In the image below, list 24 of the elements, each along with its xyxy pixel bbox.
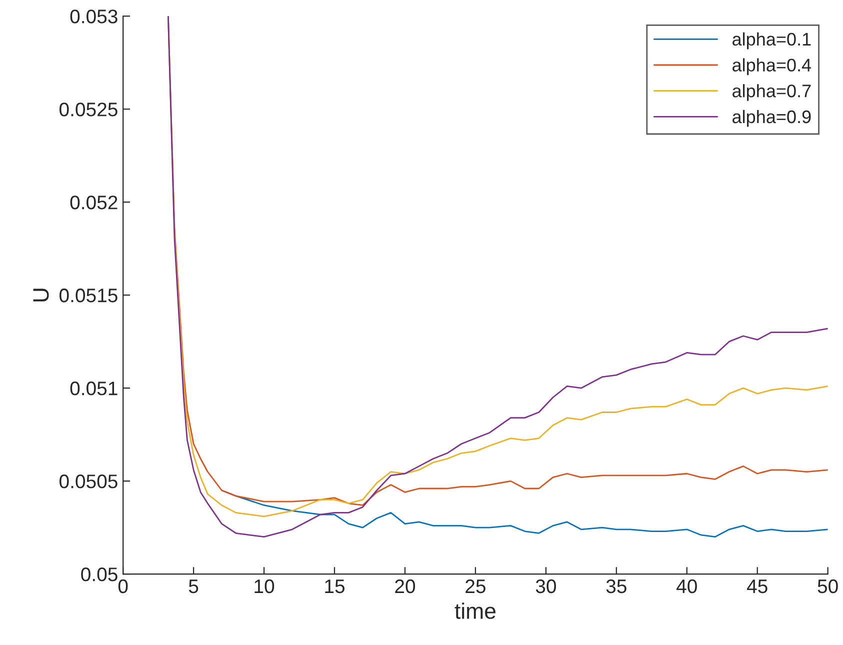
x-tick-label: 5 xyxy=(188,580,198,594)
y-tick-label: 0.0525 xyxy=(60,102,118,116)
x-tick-label: 30 xyxy=(536,579,556,594)
x-tick-label: 50 xyxy=(818,579,838,594)
x-tick-label: 25 xyxy=(466,579,486,594)
y-tick-label: 0.051 xyxy=(70,382,118,396)
y-tick-label: 0.053 xyxy=(70,10,118,24)
y-tick-label: 0.05 xyxy=(81,568,118,582)
x-tick-label: 20 xyxy=(395,579,416,594)
x-tick-label: 45 xyxy=(746,580,768,594)
legend-label: alpha=0.9 xyxy=(732,110,811,127)
legend-label: alpha=0.1 xyxy=(732,32,811,50)
y-axis-title: U xyxy=(33,288,49,302)
x-tick-label: 10 xyxy=(254,579,274,594)
x-tick-label: 40 xyxy=(676,579,697,594)
x-axis-title: time xyxy=(454,602,496,619)
y-tick-label: 0.0505 xyxy=(60,474,118,488)
x-tick-label: 0 xyxy=(118,579,128,594)
legend-label: alpha=0.4 xyxy=(732,58,812,76)
x-tick-label: 15 xyxy=(325,580,344,594)
legend-label: alpha=0.7 xyxy=(732,84,811,101)
x-tick-label: 35 xyxy=(606,579,626,594)
y-tick-label: 0.0515 xyxy=(60,288,118,302)
y-tick-label: 0.052 xyxy=(70,196,118,210)
